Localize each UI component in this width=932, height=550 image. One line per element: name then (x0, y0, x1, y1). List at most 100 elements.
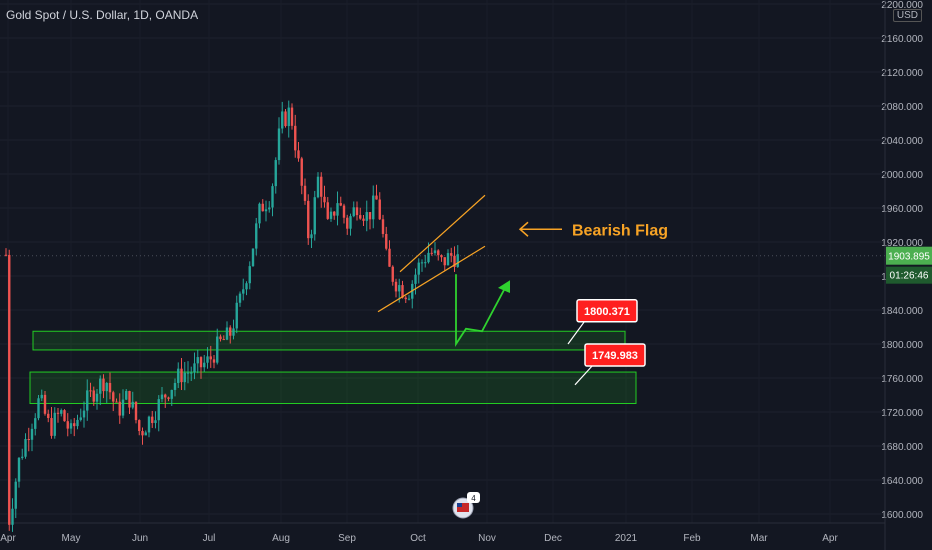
candle-body (359, 215, 362, 219)
candle-body (92, 390, 95, 402)
support-zone (29, 371, 637, 404)
candle-body (404, 297, 407, 300)
candle-body (394, 281, 398, 292)
candle-body (99, 378, 102, 394)
projection-arrow-head (498, 280, 510, 293)
candle-body (89, 390, 92, 392)
candle-body (238, 293, 242, 303)
y-tick-label: 2000.000 (881, 170, 923, 181)
x-tick-label: Nov (478, 533, 496, 544)
candle-body (255, 223, 258, 249)
candle-body (453, 255, 456, 267)
candle-body (381, 219, 385, 234)
candle-body (235, 302, 238, 329)
y-tick-label: 1760.000 (881, 374, 923, 385)
x-tick-label: Oct (410, 533, 426, 544)
candle-body (212, 359, 216, 363)
candle-body (427, 252, 430, 263)
countdown-tag (886, 266, 932, 284)
events-count-label: 4 (471, 494, 476, 503)
candle-body (339, 203, 342, 206)
candle-body (375, 195, 378, 200)
candle-body (138, 420, 141, 432)
candle-body (316, 176, 320, 198)
countdown-label: 01:26:46 (890, 271, 929, 282)
candle-body (151, 416, 154, 424)
currency-label[interactable]: USD (892, 9, 922, 22)
y-tick-label: 1840.000 (881, 306, 923, 317)
candle-body (131, 401, 134, 408)
candle-body (141, 431, 144, 436)
candle-body (76, 419, 79, 427)
events-count-badge (467, 492, 480, 503)
candle-body (79, 417, 82, 420)
candle-body (368, 212, 372, 220)
candle-body (21, 456, 24, 458)
candle-body (222, 339, 225, 341)
candle-body (125, 391, 128, 400)
candle-body (248, 266, 251, 284)
candle-body (17, 457, 21, 482)
candle-body (47, 413, 50, 419)
candle-body (391, 266, 394, 282)
candle-body (40, 394, 43, 399)
candle-body (177, 368, 180, 383)
candle-body (274, 160, 277, 187)
candle-body (232, 328, 235, 336)
current-price-label: 1903.895 (888, 252, 930, 263)
candle-body (365, 212, 368, 221)
price-callout (576, 299, 638, 323)
y-tick-label: 2200.000 (881, 0, 923, 11)
candle-body (287, 107, 290, 127)
y-tick-label: 2080.000 (881, 102, 923, 113)
x-tick-label: Jun (132, 533, 148, 544)
y-tick-label: 1600.000 (881, 510, 923, 521)
x-tick-label: Apr (822, 533, 838, 544)
candle-body (160, 394, 164, 400)
candle-body (134, 401, 138, 421)
callout-pointer (567, 320, 586, 345)
flag-lower-line (377, 245, 486, 313)
candle-body (167, 397, 170, 399)
candle-body (56, 412, 60, 414)
candle-body (30, 428, 34, 440)
candle-body (303, 185, 307, 201)
candle-body (173, 382, 177, 390)
candle-body (95, 393, 99, 402)
candle-body (372, 195, 375, 220)
candle-body (450, 253, 453, 256)
candle-body (193, 363, 196, 373)
x-tick-label: Jul (203, 533, 216, 544)
y-tick-label: 1720.000 (881, 408, 923, 419)
x-tick-label: Apr (0, 533, 16, 544)
candle-body (27, 438, 30, 440)
y-tick-label: 1920.000 (881, 238, 923, 249)
x-tick-label: Aug (272, 533, 290, 544)
candle-body (414, 274, 417, 284)
candle-body (157, 399, 160, 421)
candle-body (53, 412, 56, 436)
x-tick-label: 2021 (615, 533, 638, 544)
candle-body (268, 207, 271, 210)
y-tick-label: 1680.000 (881, 442, 923, 453)
y-tick-label: 2160.000 (881, 34, 923, 45)
candle-body (388, 248, 391, 267)
candle-body (346, 217, 349, 229)
bearish-flag-label: Bearish Flag (572, 222, 668, 239)
candle-body (355, 207, 359, 216)
x-tick-label: Dec (544, 533, 562, 544)
candle-body (329, 211, 333, 219)
candle-body (310, 234, 313, 239)
projection-path (455, 274, 507, 348)
candle-body (8, 254, 11, 525)
candle-body (378, 199, 381, 220)
candle-body (186, 372, 190, 374)
candle-body (398, 285, 401, 292)
candle-body (14, 481, 17, 509)
candle-body (401, 285, 404, 298)
y-tick-label: 1640.000 (881, 476, 923, 487)
candle-body (284, 111, 287, 127)
candle-body (63, 410, 66, 422)
